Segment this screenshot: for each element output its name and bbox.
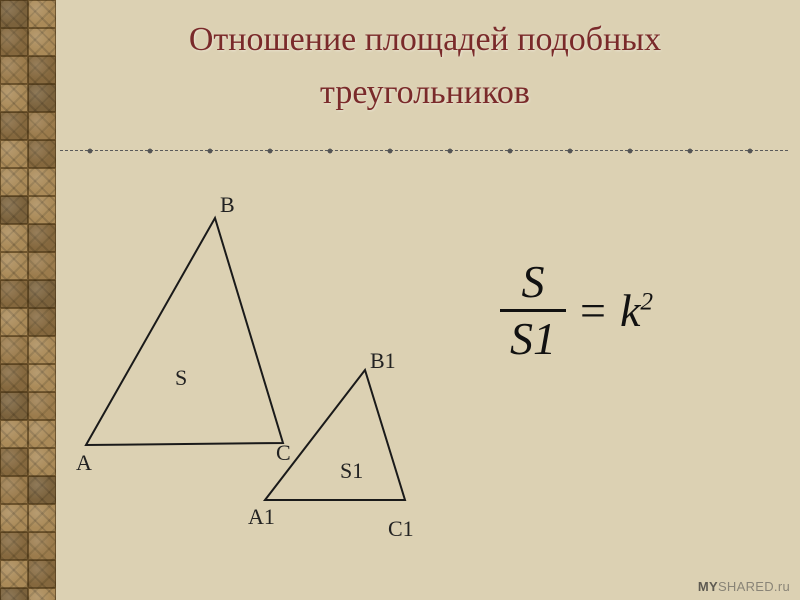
formula-numerator: S bbox=[500, 258, 566, 306]
formula-denominator: S1 bbox=[500, 315, 566, 363]
triangle-small bbox=[0, 0, 800, 600]
formula-fraction: S S1 bbox=[500, 258, 566, 364]
formula-rhs-exp: 2 bbox=[640, 288, 653, 316]
area-ratio-formula: S S1 = k2 bbox=[500, 258, 653, 364]
formula-bar bbox=[500, 309, 566, 312]
triangle-small-shape bbox=[265, 370, 405, 500]
watermark-prefix: MY bbox=[698, 579, 718, 594]
formula-equals: = bbox=[570, 285, 616, 336]
formula-rhs: k2 bbox=[620, 285, 653, 336]
slide: Отношение площадей подобных треугольнико… bbox=[0, 0, 800, 600]
vertex-label-C1: С1 bbox=[388, 516, 414, 542]
watermark-suffix: SHARED.ru bbox=[718, 579, 790, 594]
area-label-S1: S1 bbox=[340, 458, 363, 484]
formula-rhs-base: k bbox=[620, 285, 640, 336]
vertex-label-B1: В1 bbox=[370, 348, 396, 374]
watermark: MYSHARED.ru bbox=[698, 579, 790, 594]
vertex-label-A1: А1 bbox=[248, 504, 275, 530]
